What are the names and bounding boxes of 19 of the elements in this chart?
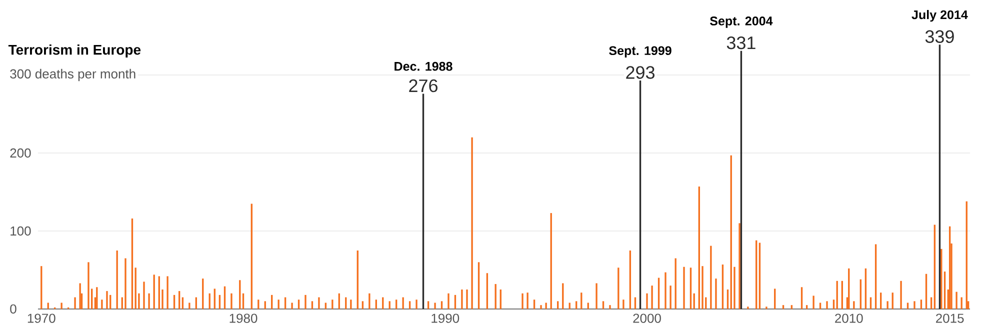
data-label: 331 xyxy=(726,36,756,50)
data-label: 339 xyxy=(925,30,954,43)
y-tick-label: 200 xyxy=(10,148,31,158)
annotation: Sept. 1999 xyxy=(609,46,672,58)
x-tick-label: 2015 xyxy=(936,314,964,323)
annotation: Dec. 1988 xyxy=(394,62,452,71)
x-tick-label: 1990 xyxy=(432,314,460,323)
chart-title: Terrorism in Europe xyxy=(8,44,141,58)
annotation: July 2014 xyxy=(912,10,968,22)
x-tick-label: 2010 xyxy=(835,314,863,323)
y-tick-label: 0 xyxy=(10,304,16,314)
x-tick-label: 1970 xyxy=(28,314,56,323)
x-tick-label: 1980 xyxy=(230,314,258,323)
x-tick-label: 2000 xyxy=(633,314,661,323)
y-tick-label: 100 xyxy=(10,226,31,236)
data-label: 293 xyxy=(626,66,654,79)
annotation: Sept. 2004 xyxy=(710,16,773,28)
data-label: 276 xyxy=(409,79,438,92)
y-tick-label: 300 deaths per month xyxy=(10,68,136,82)
